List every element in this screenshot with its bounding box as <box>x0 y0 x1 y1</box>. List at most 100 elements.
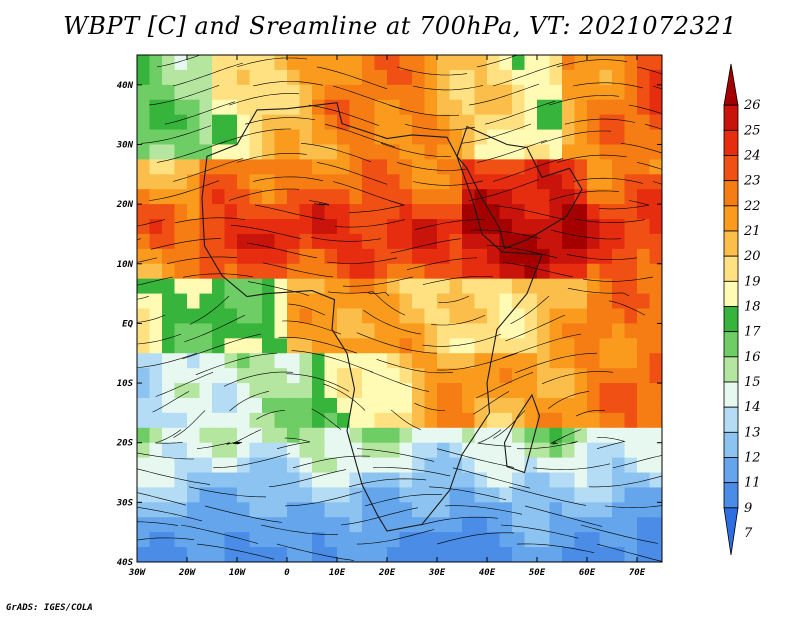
field-cell <box>637 99 651 116</box>
streamline <box>140 125 212 144</box>
field-cell <box>549 129 563 146</box>
colorbar-label: 13 <box>744 425 761 440</box>
field-cell <box>474 293 488 310</box>
field-cell <box>587 144 601 160</box>
streamline <box>276 543 355 561</box>
field-cell <box>137 55 151 71</box>
field-cell <box>449 532 463 548</box>
field-cell <box>637 412 651 429</box>
field-cell <box>587 189 601 205</box>
field-cell <box>562 397 576 414</box>
field-cell <box>562 472 576 489</box>
streamline <box>596 437 626 449</box>
field-cell <box>224 159 238 175</box>
streamline <box>404 123 476 131</box>
field-cell <box>512 323 526 339</box>
field-cell <box>162 442 176 459</box>
field-cell <box>137 502 151 518</box>
field-cell <box>337 204 351 220</box>
field-cell <box>324 338 338 354</box>
field-cell <box>137 427 151 444</box>
field-cell <box>549 308 563 325</box>
field-cell <box>299 293 313 310</box>
field-cell <box>474 412 488 429</box>
field-cell <box>199 248 213 265</box>
field-cell <box>199 129 213 146</box>
field-cell <box>537 278 551 295</box>
field-cell <box>249 189 263 205</box>
field-cell <box>399 368 413 384</box>
field-cell <box>399 69 413 86</box>
field-cell <box>549 55 563 71</box>
field-cell <box>212 114 226 131</box>
field-cell <box>299 233 313 250</box>
field-cell <box>399 397 413 414</box>
field-cell <box>262 353 276 369</box>
field-cell <box>149 487 163 503</box>
field-cell <box>612 338 626 354</box>
field-cell <box>462 278 476 295</box>
field-cell <box>549 189 563 205</box>
field-cell <box>512 114 526 131</box>
field-cell <box>649 487 662 503</box>
field-cell <box>562 293 576 310</box>
field-cell <box>412 502 426 518</box>
field-cell <box>374 338 388 354</box>
streamline <box>364 494 443 507</box>
field-cell <box>649 472 662 489</box>
field-cell <box>462 204 476 220</box>
field-cell <box>487 293 501 310</box>
field-cell <box>324 547 338 562</box>
field-cell <box>374 204 388 220</box>
field-cell <box>462 368 476 384</box>
field-cell <box>424 55 438 71</box>
field-cell <box>412 427 426 444</box>
field-cell <box>237 248 251 265</box>
field-cell <box>412 278 426 295</box>
field-cell <box>424 412 438 429</box>
field-cell <box>237 412 251 429</box>
field-cell <box>274 308 288 325</box>
streamline <box>363 309 422 335</box>
field-cell <box>387 84 401 101</box>
field-cell <box>487 427 501 444</box>
field-cell <box>599 323 613 339</box>
field-cell <box>324 248 338 265</box>
field-cell <box>162 129 176 146</box>
field-cell <box>187 547 201 562</box>
field-cell <box>149 159 163 175</box>
field-cell <box>324 233 338 250</box>
field-cell <box>574 69 588 86</box>
field-cell <box>624 159 638 175</box>
field-cell <box>399 427 413 444</box>
field-cell <box>337 293 351 310</box>
field-cell <box>412 174 426 190</box>
field-cell <box>274 174 288 190</box>
field-cell <box>637 159 651 175</box>
field-cell <box>137 84 151 101</box>
field-cell <box>624 55 638 71</box>
field-cell <box>537 412 551 429</box>
field-cell <box>412 338 426 354</box>
field-cell <box>249 338 263 354</box>
field-cell <box>624 532 638 548</box>
field-cell <box>462 487 476 503</box>
field-cell <box>524 517 538 533</box>
field-cell <box>374 383 388 399</box>
field-cell <box>649 457 662 474</box>
field-cell <box>249 204 263 220</box>
field-cell <box>249 353 263 369</box>
field-cell <box>212 472 226 489</box>
field-cell <box>487 308 501 325</box>
field-cell <box>424 84 438 101</box>
streamline <box>182 273 254 278</box>
field-cell <box>449 323 463 339</box>
field-cell <box>524 144 538 160</box>
field-cell <box>149 547 163 562</box>
field-cell <box>574 383 588 399</box>
field-cell <box>449 233 463 250</box>
colorbar-bottom-triangle <box>723 507 739 556</box>
field-cell <box>449 278 463 295</box>
field-cell <box>462 338 476 354</box>
field-cell <box>512 427 526 444</box>
